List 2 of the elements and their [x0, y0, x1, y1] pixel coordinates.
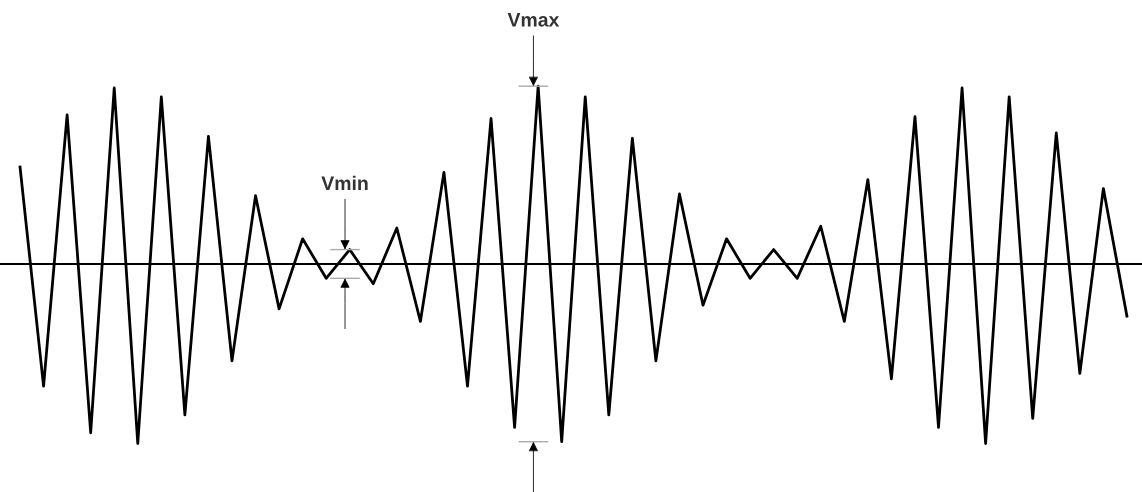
annotation: Vmax: [507, 13, 560, 27]
annotation: Vmin: [321, 175, 368, 190]
